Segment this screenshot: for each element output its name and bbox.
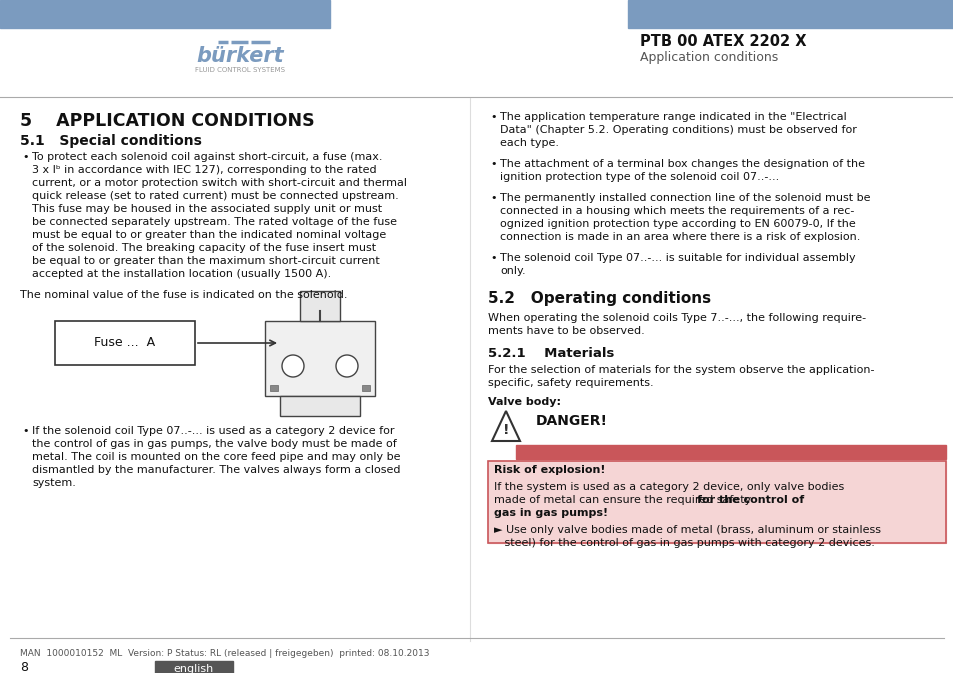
Text: 8: 8 bbox=[20, 661, 28, 673]
Bar bbox=[627, 0, 953, 28]
Text: !: ! bbox=[502, 423, 509, 437]
Circle shape bbox=[335, 355, 357, 377]
Text: •: • bbox=[22, 152, 29, 162]
Bar bbox=[361, 385, 370, 391]
Bar bbox=[0, 0, 330, 28]
Text: made of metal can ensure the required safety: made of metal can ensure the required sa… bbox=[494, 495, 754, 505]
Text: PTB 00 ATEX 2202 X: PTB 00 ATEX 2202 X bbox=[639, 34, 805, 50]
Text: connection is made in an area where there is a risk of explosion.: connection is made in an area where ther… bbox=[499, 232, 860, 242]
Text: To protect each solenoid coil against short-circuit, a fuse (max.: To protect each solenoid coil against sh… bbox=[32, 152, 382, 162]
Bar bbox=[516, 445, 945, 459]
Text: FLUID CONTROL SYSTEMS: FLUID CONTROL SYSTEMS bbox=[194, 67, 285, 73]
Text: steel) for the control of gas in gas pumps with category 2 devices.: steel) for the control of gas in gas pum… bbox=[494, 538, 874, 548]
Text: connected in a housing which meets the requirements of a rec-: connected in a housing which meets the r… bbox=[499, 206, 854, 216]
Bar bbox=[488, 461, 945, 543]
Bar bbox=[299, 291, 339, 321]
Text: Application conditions: Application conditions bbox=[639, 52, 778, 65]
Bar bbox=[265, 321, 375, 396]
Text: For the selection of materials for the system observe the application-: For the selection of materials for the s… bbox=[488, 365, 874, 375]
Text: The nominal value of the fuse is indicated on the solenoid.: The nominal value of the fuse is indicat… bbox=[20, 290, 347, 300]
Text: The solenoid coil Type 07..-... is suitable for individual assembly: The solenoid coil Type 07..-... is suita… bbox=[499, 253, 855, 263]
Bar bbox=[154, 661, 233, 673]
Text: metal. The coil is mounted on the core feed pipe and may only be: metal. The coil is mounted on the core f… bbox=[32, 452, 400, 462]
Text: •: • bbox=[22, 426, 29, 436]
Text: If the solenoid coil Type 07..-... is used as a category 2 device for: If the solenoid coil Type 07..-... is us… bbox=[32, 426, 395, 436]
Text: •: • bbox=[490, 159, 496, 169]
Text: only.: only. bbox=[499, 266, 525, 276]
Text: for the control of: for the control of bbox=[697, 495, 803, 505]
Text: english: english bbox=[173, 664, 213, 673]
Text: 5.2   Operating conditions: 5.2 Operating conditions bbox=[488, 291, 710, 306]
Text: The permanently installed connection line of the solenoid must be: The permanently installed connection lin… bbox=[499, 193, 869, 203]
Text: Data" (Chapter 5.2. Operating conditions) must be observed for: Data" (Chapter 5.2. Operating conditions… bbox=[499, 125, 856, 135]
Text: dismantled by the manufacturer. The valves always form a closed: dismantled by the manufacturer. The valv… bbox=[32, 465, 400, 475]
Text: the control of gas in gas pumps, the valve body must be made of: the control of gas in gas pumps, the val… bbox=[32, 439, 396, 449]
Text: accepted at the installation location (usually 1500 A).: accepted at the installation location (u… bbox=[32, 269, 331, 279]
Text: Fuse ...  A: Fuse ... A bbox=[94, 336, 155, 349]
Text: This fuse may be housed in the associated supply unit or must: This fuse may be housed in the associate… bbox=[32, 204, 382, 214]
Polygon shape bbox=[492, 411, 519, 441]
Text: Valve body:: Valve body: bbox=[488, 397, 560, 407]
Bar bbox=[270, 385, 277, 391]
Bar bbox=[55, 321, 194, 365]
Text: Risk of explosion!: Risk of explosion! bbox=[494, 465, 605, 475]
Text: system.: system. bbox=[32, 478, 76, 488]
Text: 5    APPLICATION CONDITIONS: 5 APPLICATION CONDITIONS bbox=[20, 112, 314, 130]
Text: •: • bbox=[490, 112, 496, 122]
Text: 3 x Iᵇ in accordance with IEC 127), corresponding to the rated: 3 x Iᵇ in accordance with IEC 127), corr… bbox=[32, 165, 376, 175]
Circle shape bbox=[282, 355, 304, 377]
Text: current, or a motor protection switch with short-circuit and thermal: current, or a motor protection switch wi… bbox=[32, 178, 407, 188]
Text: quick release (set to rated current) must be connected upstream.: quick release (set to rated current) mus… bbox=[32, 191, 398, 201]
Text: MAN  1000010152  ML  Version: P Status: RL (released | freigegeben)  printed: 08: MAN 1000010152 ML Version: P Status: RL … bbox=[20, 649, 429, 658]
Bar bbox=[280, 396, 359, 416]
Text: The application temperature range indicated in the "Electrical: The application temperature range indica… bbox=[499, 112, 846, 122]
Text: each type.: each type. bbox=[499, 138, 558, 148]
Text: ments have to be observed.: ments have to be observed. bbox=[488, 326, 644, 336]
Bar bbox=[488, 461, 945, 543]
Text: must be equal to or greater than the indicated nominal voltage: must be equal to or greater than the ind… bbox=[32, 230, 386, 240]
Text: 5.1   Special conditions: 5.1 Special conditions bbox=[20, 134, 202, 148]
Text: specific, safety requirements.: specific, safety requirements. bbox=[488, 378, 653, 388]
Text: ognized ignition protection type according to EN 60079-0, If the: ognized ignition protection type accordi… bbox=[499, 219, 855, 229]
Text: The attachment of a terminal box changes the designation of the: The attachment of a terminal box changes… bbox=[499, 159, 864, 169]
Text: gas in gas pumps!: gas in gas pumps! bbox=[494, 508, 607, 518]
Text: of the solenoid. The breaking capacity of the fuse insert must: of the solenoid. The breaking capacity o… bbox=[32, 243, 375, 253]
Text: •: • bbox=[490, 193, 496, 203]
Text: be connected separately upstream. The rated voltage of the fuse: be connected separately upstream. The ra… bbox=[32, 217, 396, 227]
Text: DANGER!: DANGER! bbox=[536, 414, 607, 428]
Text: be equal to or greater than the maximum short-circuit current: be equal to or greater than the maximum … bbox=[32, 256, 379, 266]
Text: 5.2.1    Materials: 5.2.1 Materials bbox=[488, 347, 614, 360]
Text: When operating the solenoid coils Type 7..-..., the following require-: When operating the solenoid coils Type 7… bbox=[488, 313, 865, 323]
Text: •: • bbox=[490, 253, 496, 263]
Text: ignition protection type of the solenoid coil 07..-...: ignition protection type of the solenoid… bbox=[499, 172, 779, 182]
Text: bürkert: bürkert bbox=[196, 46, 283, 66]
Text: ► Use only valve bodies made of metal (brass, aluminum or stainless: ► Use only valve bodies made of metal (b… bbox=[494, 525, 880, 535]
Text: If the system is used as a category 2 device, only valve bodies: If the system is used as a category 2 de… bbox=[494, 482, 843, 492]
